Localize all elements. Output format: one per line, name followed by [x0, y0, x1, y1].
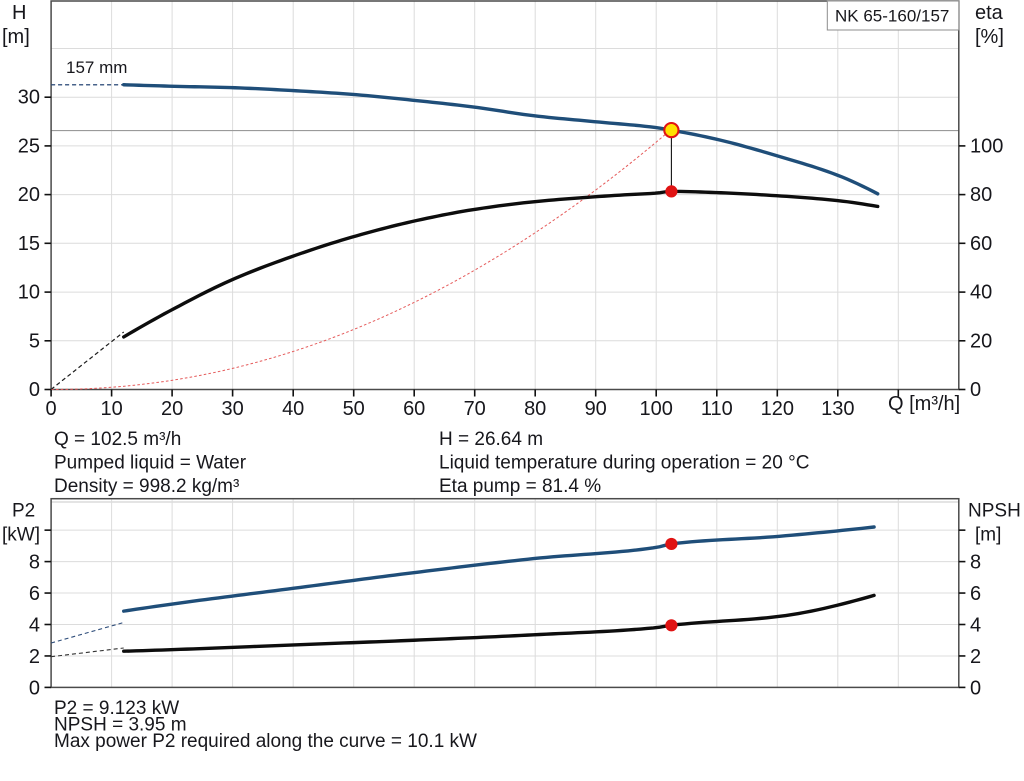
- svg-text:H: H: [12, 2, 26, 24]
- svg-text:10: 10: [18, 282, 40, 304]
- svg-text:90: 90: [585, 398, 607, 420]
- svg-text:80: 80: [524, 398, 546, 420]
- svg-text:P2: P2: [12, 501, 35, 522]
- svg-text:60: 60: [970, 233, 992, 255]
- svg-text:2: 2: [29, 646, 40, 668]
- svg-text:8: 8: [970, 552, 981, 574]
- svg-text:100: 100: [970, 135, 1003, 157]
- svg-text:110: 110: [701, 398, 733, 420]
- svg-text:100: 100: [640, 398, 673, 420]
- svg-text:0: 0: [29, 379, 40, 401]
- svg-text:0: 0: [46, 398, 57, 420]
- svg-text:6: 6: [970, 583, 981, 605]
- svg-text:30: 30: [18, 87, 40, 109]
- svg-text:Max power P2 required along th: Max power P2 required along the curve = …: [54, 731, 477, 752]
- svg-text:70: 70: [464, 398, 486, 420]
- svg-text:[m]: [m]: [975, 525, 1001, 546]
- svg-text:157 mm: 157 mm: [66, 58, 127, 77]
- svg-text:0: 0: [970, 677, 981, 699]
- svg-text:6: 6: [29, 583, 40, 605]
- svg-text:Pumped liquid = Water: Pumped liquid = Water: [54, 452, 247, 473]
- svg-text:50: 50: [343, 398, 365, 420]
- svg-text:Liquid temperature during oper: Liquid temperature during operation = 20…: [439, 452, 809, 473]
- svg-text:[kW]: [kW]: [2, 525, 40, 546]
- svg-text:[m]: [m]: [2, 26, 30, 48]
- svg-text:NK 65-160/157: NK 65-160/157: [835, 7, 949, 26]
- svg-text:Density = 998.2 kg/m³: Density = 998.2 kg/m³: [54, 476, 239, 497]
- svg-text:Q [m³/h]: Q [m³/h]: [888, 393, 960, 415]
- svg-text:4: 4: [970, 614, 981, 636]
- svg-text:10: 10: [100, 398, 122, 420]
- svg-text:Q = 102.5 m³/h: Q = 102.5 m³/h: [54, 429, 181, 450]
- svg-text:0: 0: [29, 677, 40, 699]
- svg-text:NPSH: NPSH: [968, 501, 1021, 522]
- svg-text:40: 40: [282, 398, 304, 420]
- svg-text:80: 80: [970, 184, 992, 206]
- svg-text:20: 20: [18, 184, 40, 206]
- svg-text:8: 8: [29, 552, 40, 574]
- svg-text:30: 30: [221, 398, 243, 420]
- svg-text:20: 20: [970, 330, 992, 352]
- svg-text:[%]: [%]: [975, 26, 1004, 48]
- svg-text:0: 0: [970, 379, 981, 401]
- svg-text:eta: eta: [975, 2, 1004, 24]
- svg-text:25: 25: [18, 135, 40, 157]
- svg-text:130: 130: [821, 398, 854, 420]
- svg-text:2: 2: [970, 646, 981, 668]
- svg-text:15: 15: [18, 233, 40, 255]
- svg-text:H = 26.64 m: H = 26.64 m: [439, 429, 543, 450]
- svg-text:20: 20: [161, 398, 183, 420]
- svg-text:120: 120: [761, 398, 794, 420]
- svg-text:4: 4: [29, 614, 40, 636]
- svg-text:60: 60: [403, 398, 425, 420]
- svg-text:Eta pump = 81.4 %: Eta pump = 81.4 %: [439, 476, 601, 497]
- svg-text:5: 5: [29, 330, 40, 352]
- svg-text:40: 40: [970, 282, 992, 304]
